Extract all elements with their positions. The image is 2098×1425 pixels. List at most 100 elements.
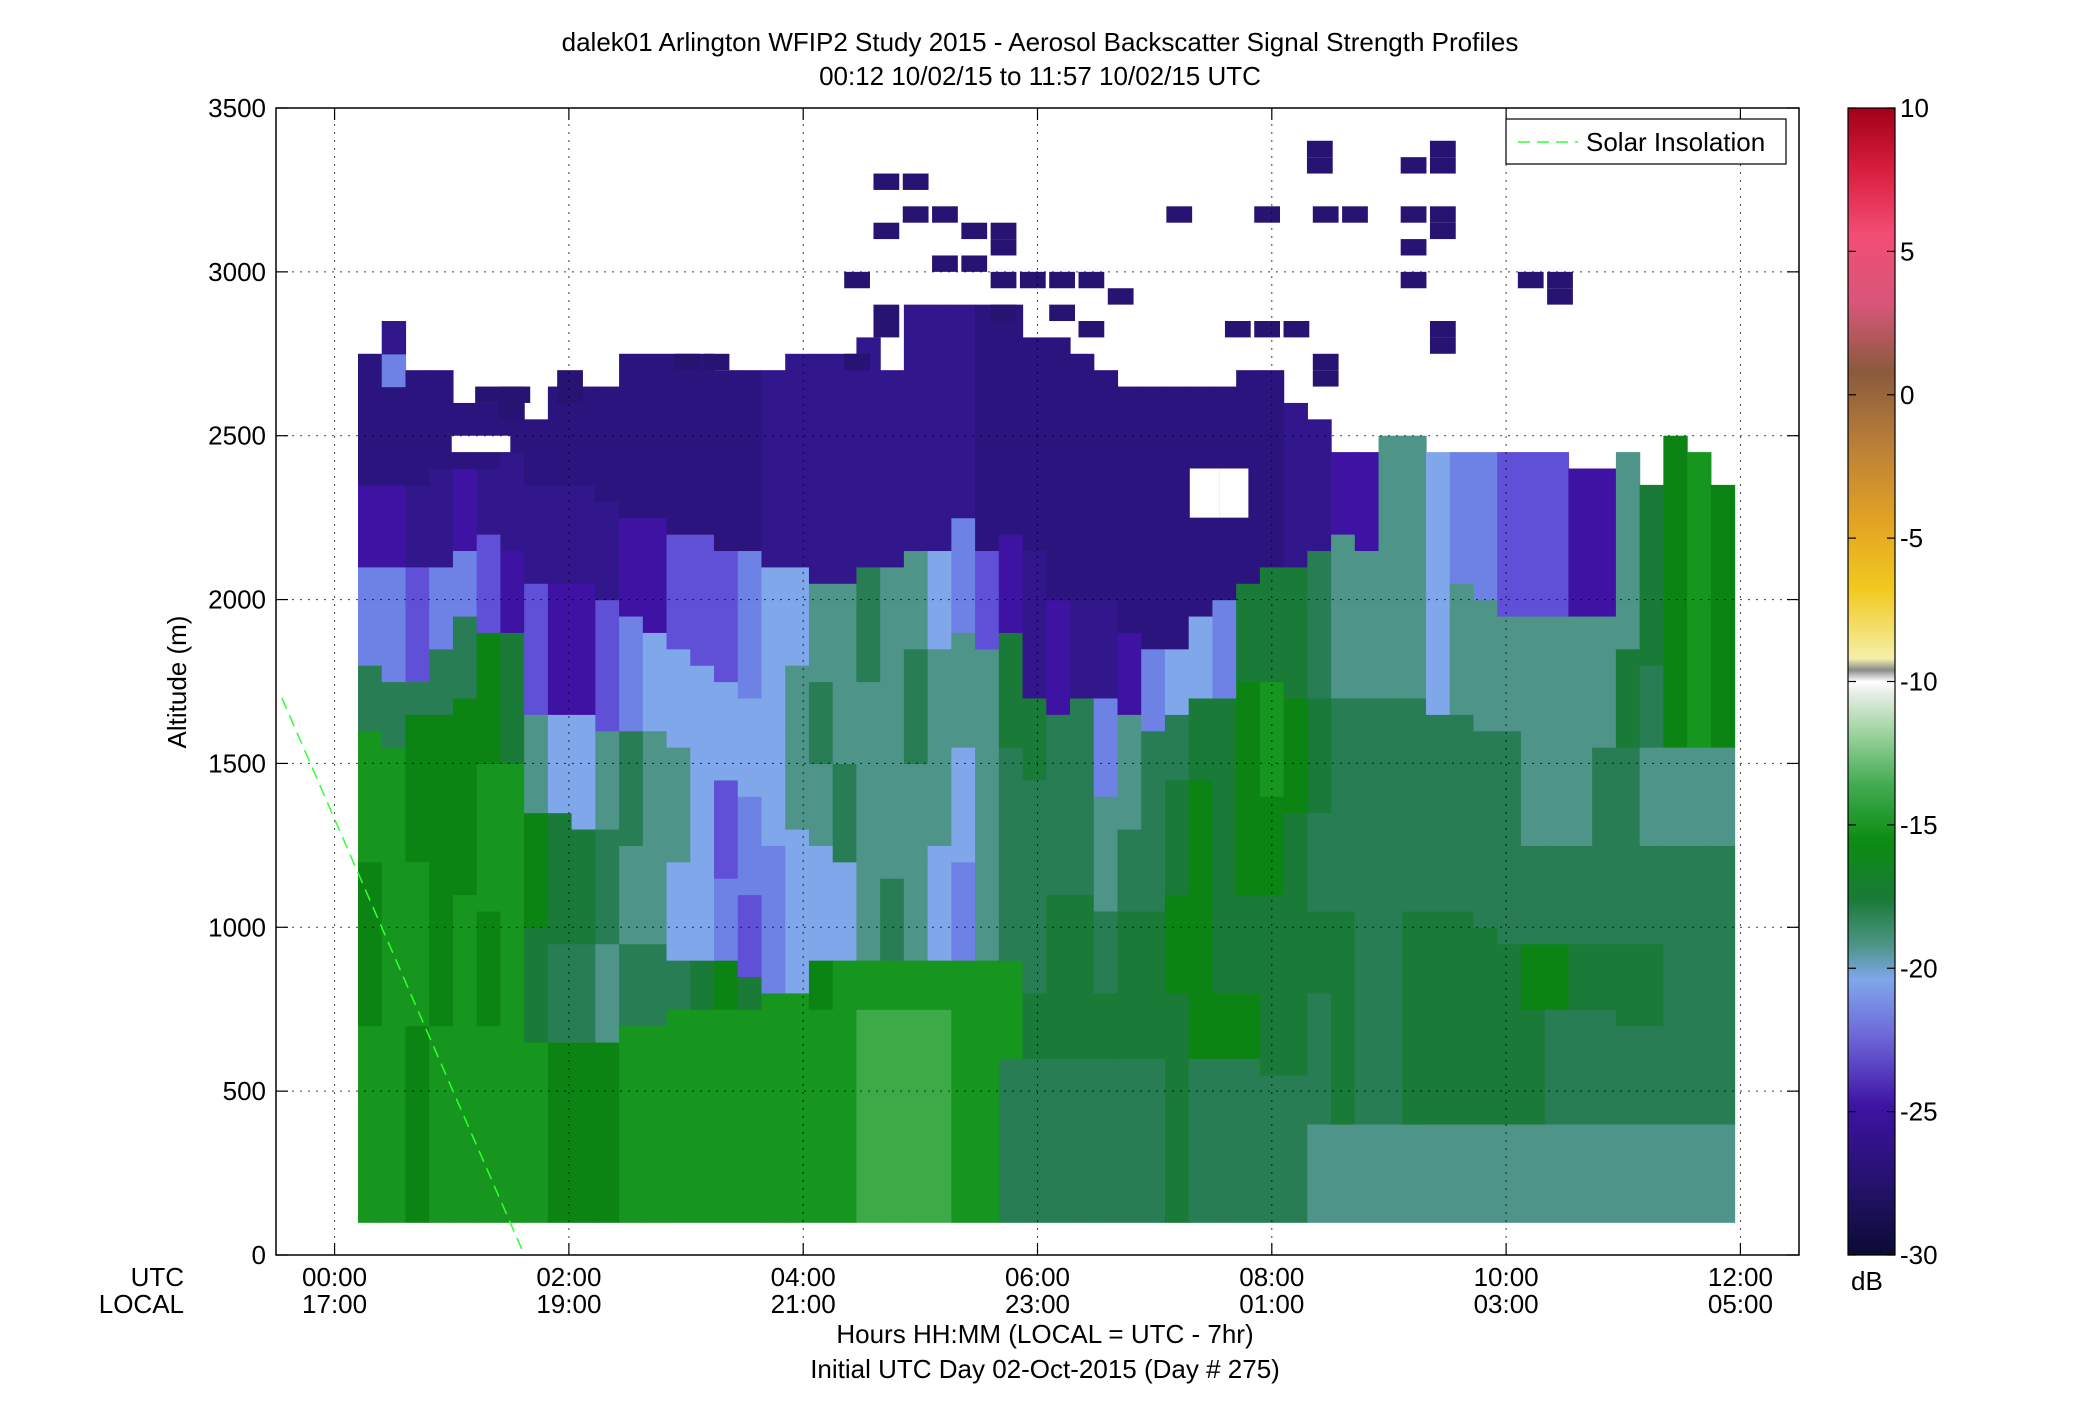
heatmap-cell [785, 566, 810, 666]
heatmap-cell [571, 1041, 596, 1223]
y-tick-label: 1000 [208, 912, 266, 942]
heatmap-cell [1378, 812, 1403, 912]
heatmap-cell [381, 1025, 407, 1223]
heatmap-cell [1568, 468, 1593, 617]
heatmap-cell [1663, 1123, 1688, 1223]
heatmap-cell [927, 550, 952, 650]
heatmap-cell [785, 927, 810, 994]
heatmap-cell [1283, 992, 1308, 1076]
heatmap-cell [1188, 615, 1214, 699]
heatmap-cell [927, 1009, 952, 1223]
x-tick-label-local: 19:00 [536, 1289, 601, 1319]
heatmap-cell [1117, 386, 1142, 633]
heatmap-cell [547, 386, 573, 486]
heatmap-cell [1331, 1123, 1356, 1223]
heatmap-cell [832, 960, 858, 1010]
heatmap-cell [1497, 615, 1522, 732]
heatmap-cell [1354, 1123, 1380, 1223]
heatmap-cell [1331, 910, 1356, 994]
heatmap-cell [880, 1009, 905, 1223]
heatmap-cell [856, 779, 881, 879]
heatmap-cell [951, 517, 976, 633]
x-tick-label-utc: 04:00 [771, 1262, 836, 1292]
heatmap-cell [903, 861, 929, 961]
heatmap-cell [476, 910, 502, 1027]
heatmap-cell [998, 960, 1024, 1059]
heatmap-cell [1212, 992, 1237, 1059]
heatmap-cell [1615, 845, 1641, 945]
heatmap-cell [975, 550, 1000, 650]
heatmap-cell [1400, 206, 1427, 223]
heatmap-cell [1070, 1058, 1095, 1223]
heatmap-cell [381, 566, 407, 683]
y-tick-label: 0 [252, 1240, 266, 1270]
x-tick-label-utc: 12:00 [1708, 1262, 1773, 1292]
heatmap-cell [1710, 484, 1736, 699]
heatmap-cell [990, 239, 1017, 256]
heatmap-cell [1254, 321, 1280, 338]
heatmap-cell [1312, 353, 1339, 371]
heatmap-cell [690, 665, 715, 765]
heatmap-cell [998, 845, 1024, 961]
heatmap-cell [1615, 1123, 1641, 1223]
heatmap-cell [571, 583, 596, 715]
heatmap-cell [1592, 747, 1617, 846]
heatmap-cell [358, 353, 383, 486]
heatmap-cell [1429, 140, 1456, 158]
heatmap-cell [666, 353, 691, 535]
heatmap-cell [1592, 615, 1617, 748]
heatmap-cell [1236, 583, 1261, 683]
heatmap-cell [1400, 157, 1427, 174]
heatmap-cell [1473, 927, 1498, 1010]
heatmap-cell [1568, 747, 1593, 846]
heatmap-cell [832, 861, 858, 961]
heatmap-cell [714, 779, 739, 879]
heatmap-cell [1283, 566, 1308, 699]
heatmap-cell [1687, 747, 1712, 846]
heatmap-cell [1639, 1025, 1664, 1125]
heatmap-cell [595, 501, 620, 601]
y-tick-label: 500 [223, 1076, 266, 1106]
heatmap-cell [1164, 992, 1190, 1059]
heatmap-cell [1497, 730, 1522, 846]
heatmap-cell [500, 550, 525, 633]
heatmap-cell [808, 1009, 834, 1223]
heatmap-cell [1473, 599, 1498, 732]
heatmap-cell [666, 1009, 691, 1223]
heatmap-cell [832, 353, 858, 584]
heatmap-cell [642, 943, 668, 1027]
heatmap-cell [1710, 1025, 1736, 1125]
heatmap-cell [873, 173, 900, 190]
x-tick-label-utc: 10:00 [1474, 1262, 1539, 1292]
heatmap-cell [1307, 697, 1332, 814]
heatmap-cell [1022, 550, 1047, 699]
heatmap-cell [619, 1025, 644, 1223]
heatmap-cell [619, 845, 644, 945]
heatmap-cell [642, 730, 668, 846]
legend-box [1505, 118, 1787, 165]
heatmap-cell [1164, 1058, 1190, 1223]
heatmap-cell [405, 370, 430, 486]
heatmap-cell [1164, 894, 1190, 994]
heatmap-cell [714, 1009, 739, 1223]
heatmap-cell [1592, 468, 1617, 617]
heatmap-cell [785, 353, 810, 568]
heatmap-cell [1544, 943, 1570, 1010]
heatmap-cell [452, 615, 478, 699]
heatmap-cell [1544, 845, 1570, 945]
heatmap-cell [1592, 845, 1617, 945]
heatmap-cell [1019, 271, 1046, 289]
heatmap-cell [1236, 681, 1261, 797]
heatmap-cell [1093, 697, 1119, 797]
heatmap-cell [642, 1025, 668, 1223]
heatmap-cell [666, 861, 691, 961]
heatmap-cell [1378, 697, 1403, 814]
heatmap-cell [1117, 714, 1142, 830]
heatmap-cell [998, 1058, 1024, 1223]
heatmap-cell [844, 271, 870, 289]
heatmap-cells [358, 140, 1736, 1223]
legend-label-solar-insolation: Solar Insolation [1586, 127, 1765, 157]
heatmap-cell [642, 517, 668, 633]
heatmap-cell [1331, 812, 1356, 912]
heatmap-cell [452, 1025, 478, 1223]
